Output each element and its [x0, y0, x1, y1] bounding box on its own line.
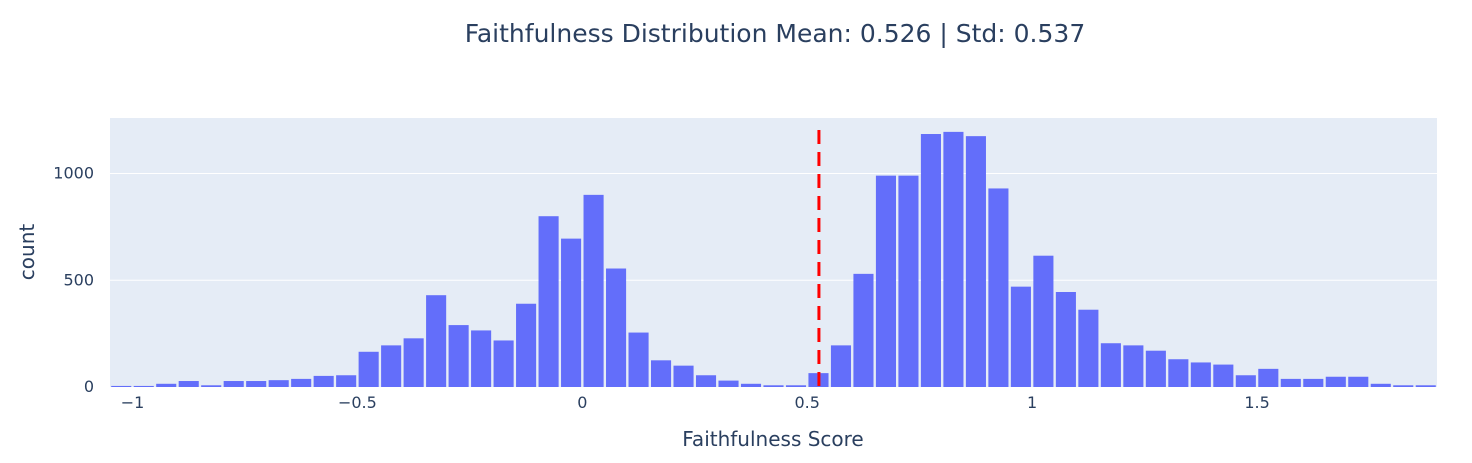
histogram-bar [650, 360, 672, 387]
histogram-bar [1258, 368, 1279, 387]
histogram-bar [1100, 343, 1121, 387]
histogram-bar [471, 330, 492, 387]
x-tick-label: 1 [1027, 393, 1037, 412]
y-tick-label: 500 [63, 270, 94, 289]
histogram-bar [313, 375, 334, 387]
x-tick-label: 0.5 [795, 393, 820, 412]
histogram-bar [1235, 375, 1256, 387]
histogram-bar [133, 385, 154, 387]
histogram-bar [1190, 362, 1211, 387]
histogram-bar [740, 383, 762, 387]
histogram-bar [1145, 350, 1166, 387]
histogram-bar [426, 295, 447, 387]
histogram-bar [403, 338, 424, 387]
histogram-bar [1325, 376, 1346, 387]
y-axis-ticks: 0 500 1000 [53, 164, 94, 396]
histogram-bar [448, 325, 469, 387]
histogram-bar [336, 375, 357, 387]
x-tick-label: 0 [577, 393, 587, 412]
histogram-bar [381, 345, 402, 387]
histogram-bar [493, 340, 514, 387]
histogram-bar [583, 194, 604, 387]
histogram-bar [673, 365, 694, 387]
histogram-bar [785, 385, 807, 387]
histogram-bar [898, 175, 919, 387]
histogram-bar [1213, 364, 1234, 387]
histogram-bar [156, 383, 177, 387]
histogram-bar [606, 268, 627, 387]
histogram-bar [178, 381, 199, 387]
histogram-bar [830, 345, 852, 387]
histogram-bar [695, 375, 717, 387]
histogram-bar [965, 136, 986, 387]
histogram-bar [988, 188, 1009, 387]
y-tick-label: 0 [84, 377, 94, 396]
histogram-bar [1415, 385, 1436, 387]
histogram-bar [516, 303, 537, 387]
histogram-bar [223, 381, 244, 387]
histogram-bar [628, 332, 649, 387]
x-tick-label: −1 [121, 393, 145, 412]
histogram-bar [920, 134, 941, 387]
histogram-bar [201, 385, 222, 387]
y-tick-label: 1000 [53, 164, 94, 183]
histogram-bar [1055, 291, 1076, 387]
histogram-bar [1033, 255, 1054, 387]
histogram-bar [1010, 286, 1031, 387]
histogram-bar [875, 175, 897, 387]
histogram-bar [1123, 345, 1144, 387]
histogram-bar [291, 378, 312, 387]
x-axis-title: Faithfulness Score [682, 427, 863, 451]
histogram-bar [1393, 385, 1414, 387]
histogram-bar [246, 381, 267, 387]
x-tick-label: 1.5 [1244, 393, 1269, 412]
plot-area [110, 118, 1437, 387]
y-axis-title: count [15, 224, 39, 281]
histogram-bar [538, 216, 559, 387]
x-axis-ticks: −1 −0.5 0 0.5 1 1.5 [121, 393, 1270, 412]
histogram-bar [1348, 376, 1369, 387]
histogram-bar [111, 385, 132, 387]
histogram-bar [763, 385, 784, 387]
histogram-bar [943, 131, 964, 387]
histogram-bar [853, 273, 874, 387]
histogram-bar [268, 380, 289, 387]
histogram-bar [561, 238, 582, 387]
histogram-bar [1078, 309, 1099, 387]
histogram-bar [718, 380, 739, 387]
x-tick-label: −0.5 [338, 393, 377, 412]
gridlines [110, 173, 1437, 281]
histogram-bar [1370, 383, 1391, 387]
histogram-bar [1168, 359, 1189, 387]
histogram-bar [358, 351, 379, 387]
histogram-bar [1303, 378, 1324, 387]
histogram-bar [1280, 378, 1301, 387]
chart-title: Faithfulness Distribution Mean: 0.526 | … [465, 19, 1085, 48]
bars-group [111, 131, 1436, 387]
